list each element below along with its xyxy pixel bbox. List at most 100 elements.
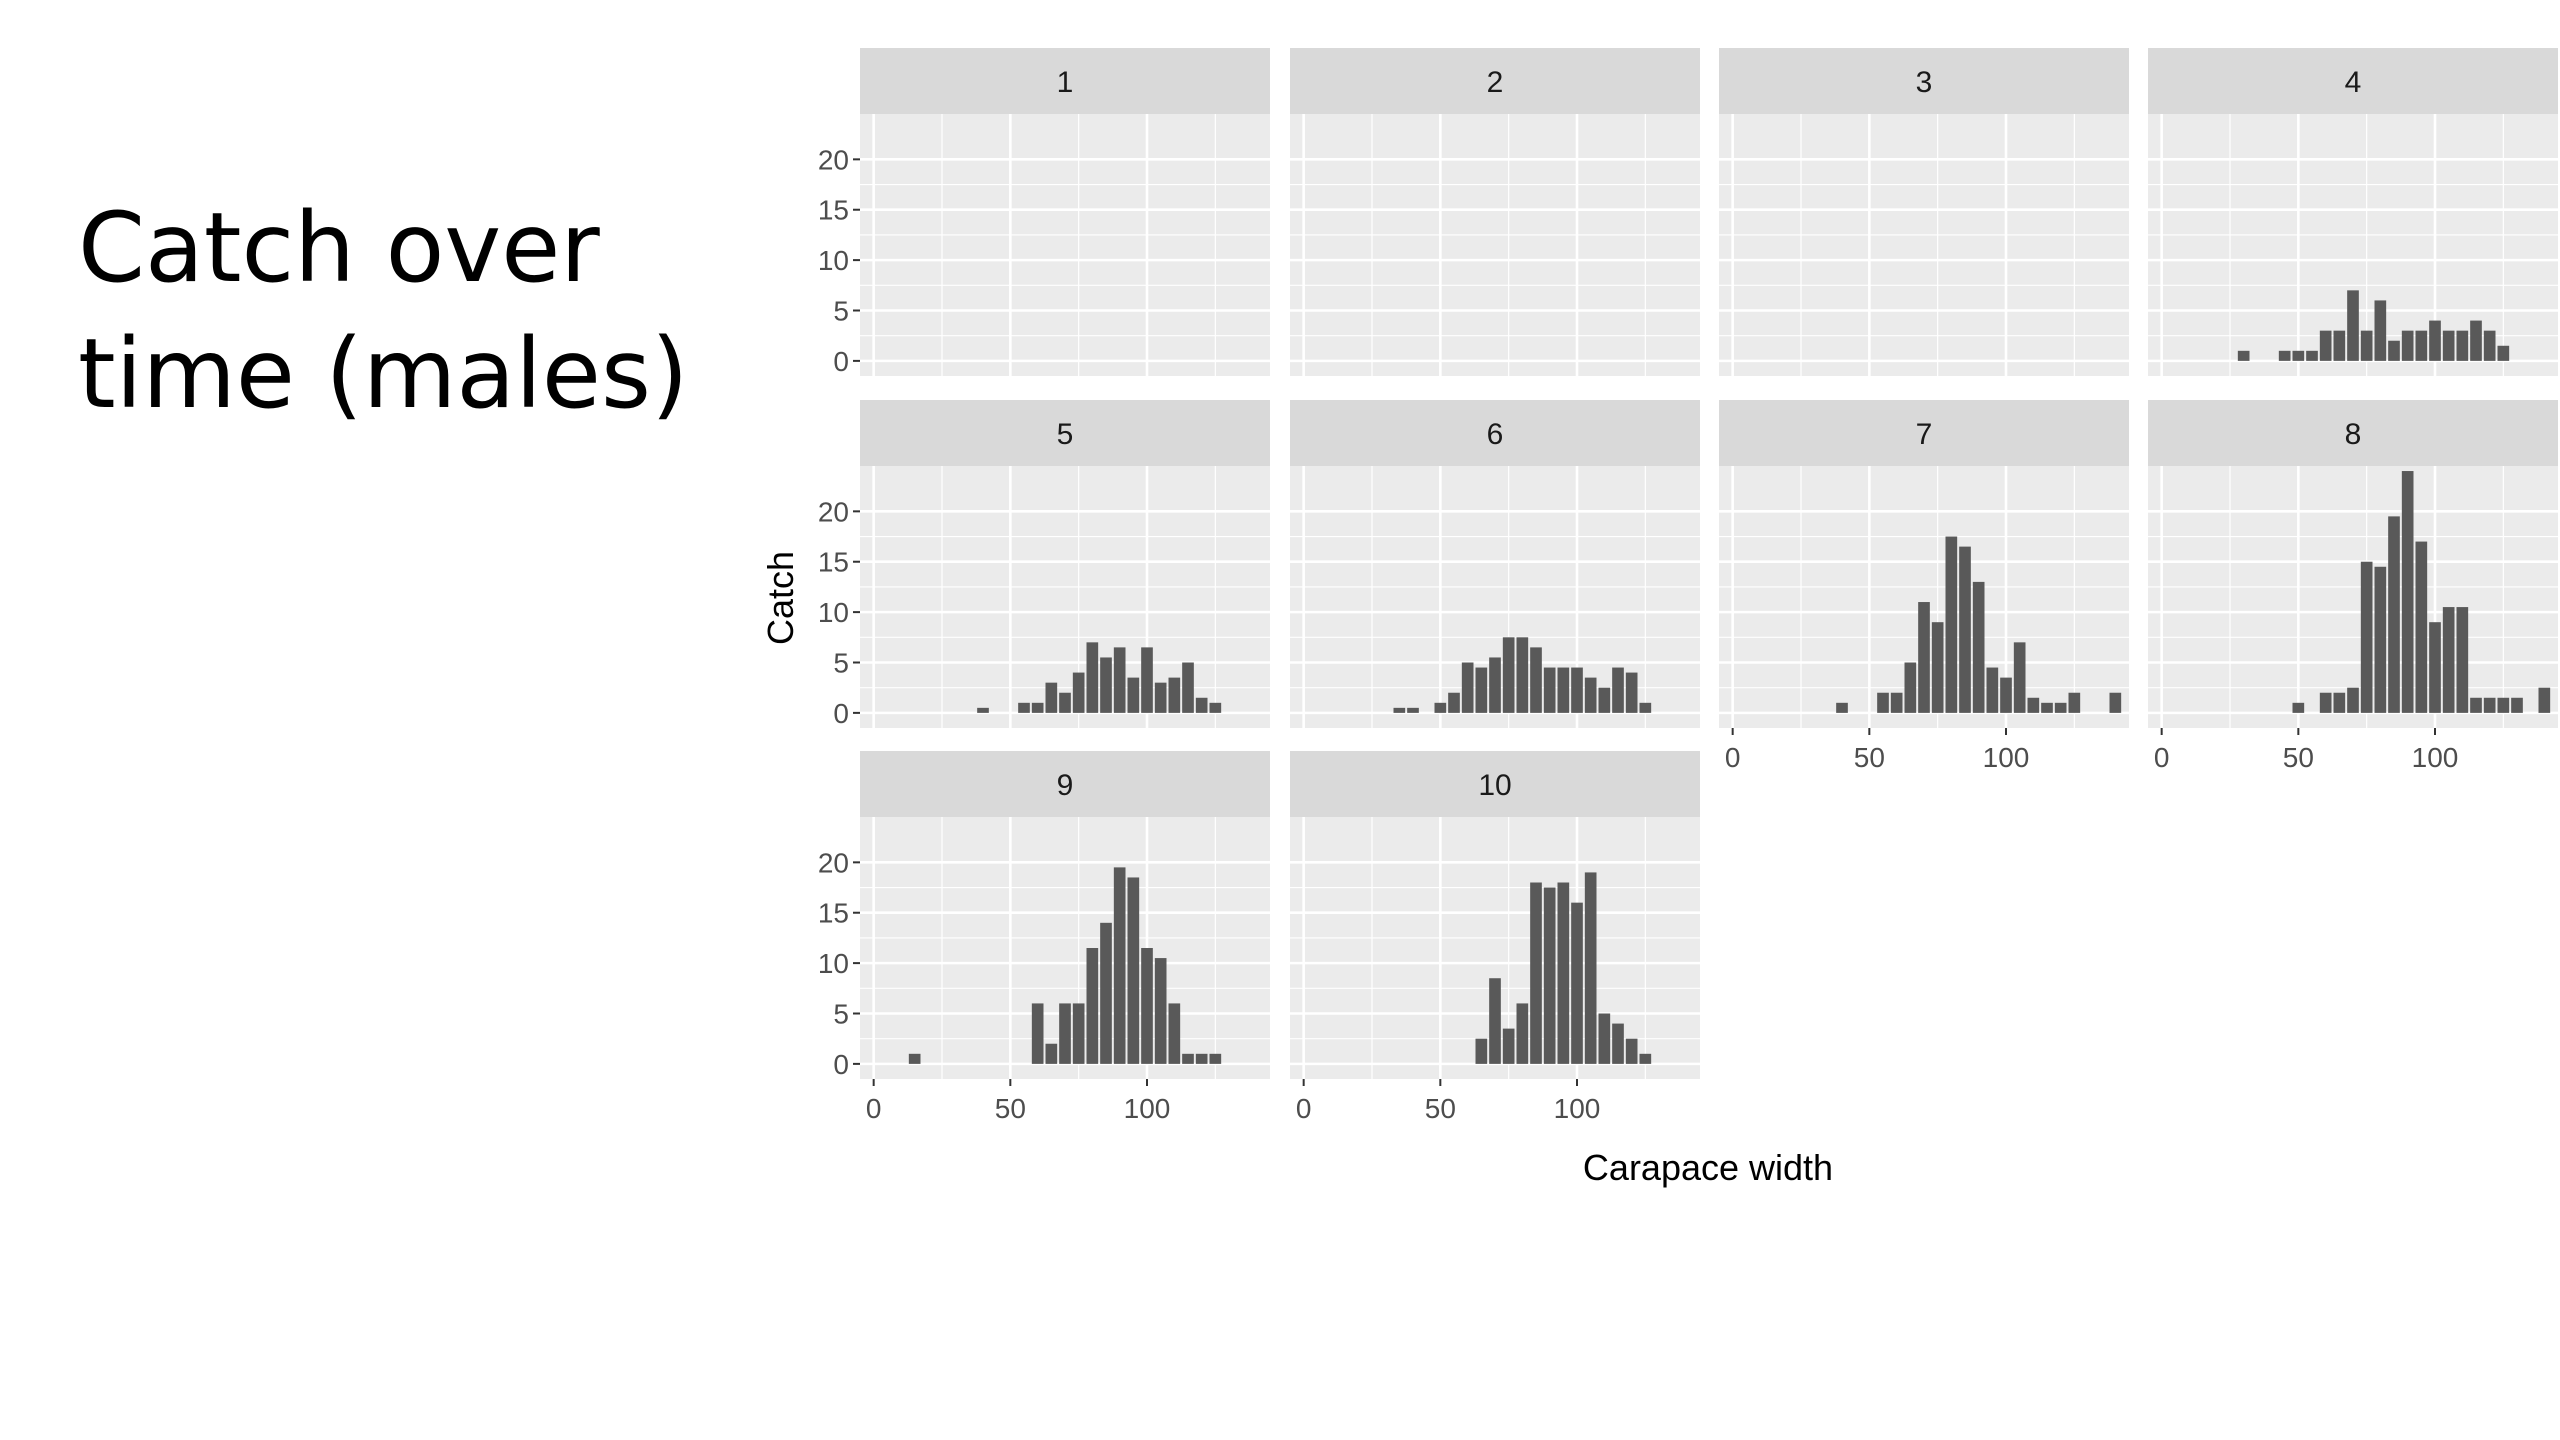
histogram-bar <box>2237 350 2250 361</box>
histogram-bar <box>1154 958 1167 1064</box>
histogram-bar <box>1127 677 1140 713</box>
histogram-bar <box>1168 1003 1181 1064</box>
y-tick-label: 15 <box>818 898 849 929</box>
facet-strip-3 <box>1719 48 2129 114</box>
histogram-bar <box>1475 1038 1488 1064</box>
x-tick-label: 0 <box>1725 742 1741 773</box>
histogram-bar <box>1209 702 1222 713</box>
y-tick-label: 5 <box>833 648 849 679</box>
histogram-bar <box>2292 702 2305 713</box>
histogram-bar <box>1571 902 1583 1064</box>
facet-label-1: 1 <box>1057 66 1074 99</box>
histogram-bar <box>1127 877 1140 1064</box>
histogram-bar <box>1986 667 1999 713</box>
histogram-bar <box>1612 667 1624 713</box>
facet-label-10: 10 <box>1478 769 1511 802</box>
histogram-bar <box>1639 702 1652 713</box>
histogram-bar <box>1502 1028 1515 1064</box>
histogram-bar <box>1945 536 1958 713</box>
histogram-bar <box>1598 687 1611 713</box>
histogram-bar <box>1168 677 1181 713</box>
histogram-bar <box>1141 948 1153 1064</box>
slide-title-line-2: time (males) <box>78 318 689 430</box>
y-tick-label: 15 <box>818 547 849 578</box>
facet-strip-5 <box>860 400 1270 466</box>
histogram-bar <box>1045 1043 1058 1064</box>
histogram-bar <box>2068 692 2081 713</box>
histogram-bar <box>1407 707 1419 713</box>
histogram-bar <box>2470 697 2482 713</box>
y-tick-label: 10 <box>818 597 849 628</box>
x-tick-label: 0 <box>1296 1093 1312 1124</box>
y-tick-label: 10 <box>818 245 849 276</box>
y-axis-title: Catch <box>760 551 801 645</box>
histogram-bar <box>1059 692 1071 713</box>
x-tick-label: 50 <box>2283 742 2314 773</box>
histogram-bar <box>1434 702 1447 713</box>
histogram-bar <box>1393 707 1406 713</box>
histogram-bar <box>1904 662 1917 713</box>
y-tick-label: 0 <box>833 1049 849 1080</box>
histogram-bar <box>2401 330 2414 361</box>
histogram-bar <box>1557 882 1570 1064</box>
histogram-bar <box>1639 1053 1652 1064</box>
histogram-bar <box>1598 1013 1611 1064</box>
histogram-bar <box>1516 1003 1529 1064</box>
histogram-bar <box>2013 642 2026 713</box>
histogram-bar <box>2278 350 2291 361</box>
facet-strip-2 <box>1290 48 1700 114</box>
histogram-bar <box>1543 887 1556 1064</box>
histogram-bar <box>1625 672 1638 713</box>
histogram-bar <box>1072 672 1085 713</box>
x-tick-label: 0 <box>2154 742 2170 773</box>
y-tick-label: 10 <box>818 948 849 979</box>
y-tick-label: 5 <box>833 999 849 1030</box>
histogram-bar <box>1836 702 1848 713</box>
facet-panel-3 <box>1719 114 2129 376</box>
histogram-bar <box>2319 330 2332 361</box>
histogram-bar <box>1195 1053 1208 1064</box>
histogram-bar <box>1557 667 1570 713</box>
histogram-bar <box>1182 662 1194 713</box>
histogram-bar <box>1100 657 1112 713</box>
facet-label-4: 4 <box>2345 66 2362 99</box>
y-tick-label: 20 <box>818 144 849 175</box>
histogram-bar <box>1530 882 1542 1064</box>
y-tick-label: 20 <box>818 496 849 527</box>
histogram-bar <box>977 707 989 713</box>
x-tick-label: 0 <box>866 1093 882 1124</box>
histogram-bar <box>2415 541 2428 713</box>
facet-label-9: 9 <box>1057 769 1074 802</box>
facet-label-5: 5 <box>1057 418 1074 451</box>
facet-strip-6 <box>1290 400 1700 466</box>
histogram-bar <box>2306 350 2318 361</box>
histogram-bar <box>1543 667 1556 713</box>
histogram-bar <box>1072 1003 1085 1064</box>
histogram-bar <box>2538 687 2551 713</box>
facet-label-7: 7 <box>1916 418 1933 451</box>
y-tick-label: 5 <box>833 296 849 327</box>
histogram-bar <box>2415 330 2428 361</box>
histogram-bar <box>2109 692 2122 713</box>
histogram-bar <box>1612 1023 1624 1064</box>
facet-label-6: 6 <box>1487 418 1504 451</box>
histogram-bar <box>1154 682 1167 713</box>
facet-panel-2 <box>1290 114 1700 376</box>
slide-title-line-1: Catch over <box>78 192 600 304</box>
facet-label-8: 8 <box>2345 418 2362 451</box>
histogram-bar <box>2388 340 2400 361</box>
y-tick-label: 15 <box>818 195 849 226</box>
histogram-bar <box>1461 662 1474 713</box>
histogram-bar <box>1141 647 1153 713</box>
facet-strip-4 <box>2148 48 2558 114</box>
x-tick-label: 50 <box>1854 742 1885 773</box>
histogram-bar <box>1475 667 1488 713</box>
slide-title: Catch over time (males) <box>78 185 718 437</box>
histogram-bar <box>2456 607 2469 713</box>
histogram-bar <box>1195 697 1208 713</box>
histogram-bar <box>908 1053 921 1064</box>
histogram-bar <box>2360 561 2373 713</box>
histogram-bar <box>2511 697 2523 713</box>
histogram-bar <box>2374 300 2387 361</box>
